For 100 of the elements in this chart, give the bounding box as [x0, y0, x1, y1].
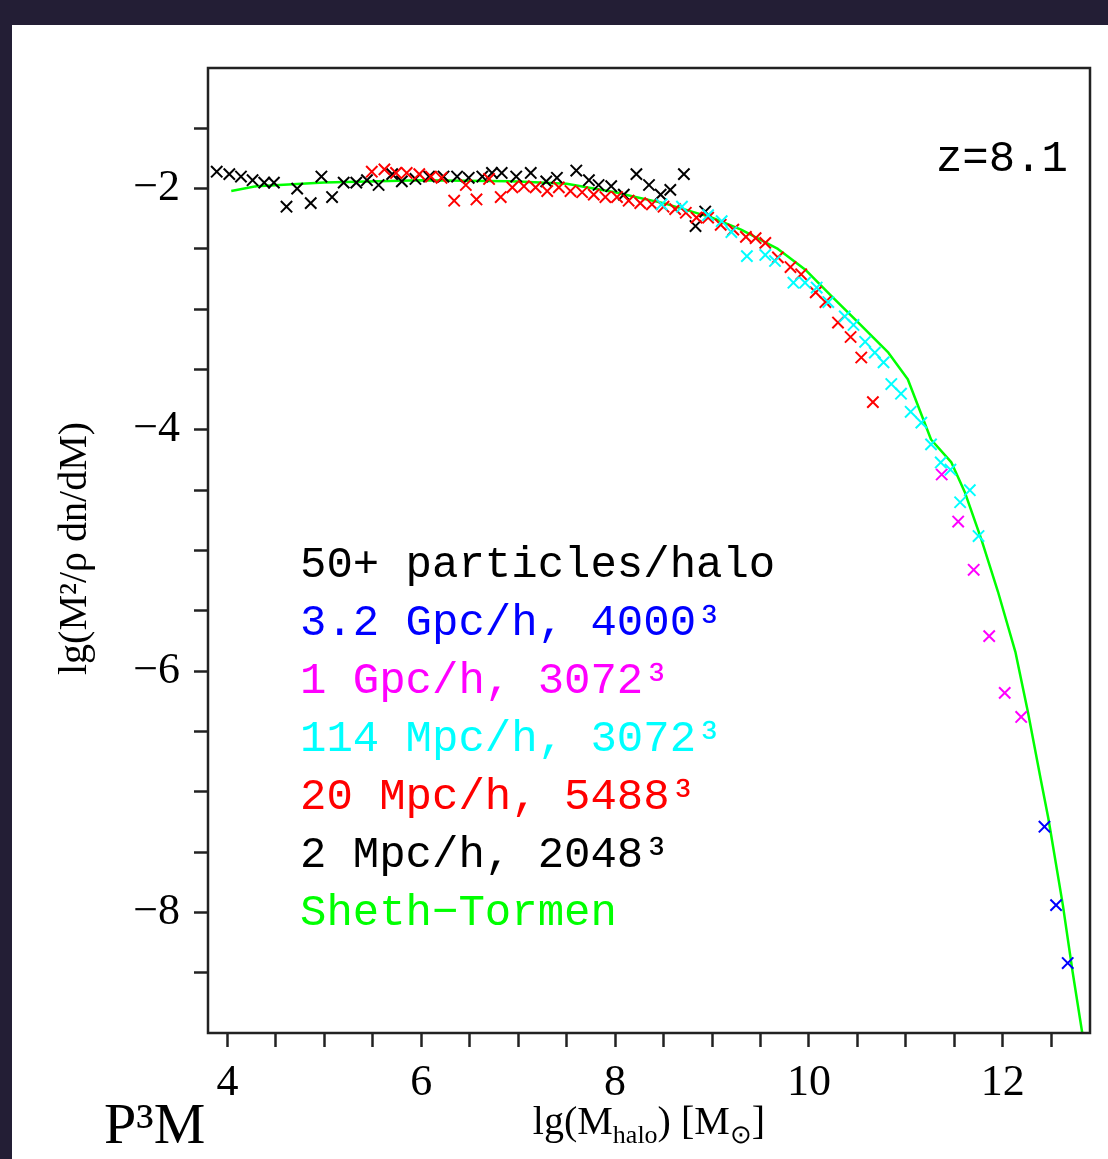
- y-tick-label: −6: [133, 643, 180, 693]
- point: [843, 330, 858, 344]
- point: [552, 180, 566, 195]
- point: [222, 167, 236, 181]
- point: [524, 166, 538, 180]
- point: [528, 180, 543, 195]
- point: [349, 175, 363, 190]
- y-axis-title: lg(M²/ρ dn/dM): [48, 420, 96, 678]
- point: [400, 166, 414, 180]
- point: [642, 178, 656, 192]
- point: [587, 188, 601, 202]
- point: [485, 166, 499, 180]
- point: [462, 171, 476, 185]
- point: [953, 495, 967, 509]
- point: [838, 309, 852, 324]
- point: [563, 184, 578, 198]
- point: [982, 629, 996, 643]
- point: [904, 405, 918, 419]
- point: [758, 248, 772, 262]
- point: [679, 206, 693, 220]
- point: [267, 175, 281, 190]
- point: [894, 387, 908, 401]
- point: [677, 167, 691, 181]
- point: [963, 483, 977, 497]
- point: [604, 179, 618, 193]
- text: 114 Mpc/h, 3072³: [300, 714, 723, 764]
- x-tick-label: 4: [216, 1055, 239, 1105]
- point: [935, 467, 949, 482]
- point: [598, 190, 613, 204]
- y-tick-label: −8: [133, 884, 180, 934]
- point: [715, 214, 729, 228]
- point: [408, 172, 423, 186]
- point: [645, 197, 659, 211]
- point: [447, 194, 461, 208]
- point: [371, 178, 386, 192]
- point: [866, 395, 880, 409]
- y-tick-label: −4: [133, 402, 180, 452]
- point: [234, 169, 248, 184]
- point: [758, 236, 772, 250]
- point: [783, 260, 798, 274]
- point: [395, 174, 409, 189]
- point: [539, 174, 553, 189]
- text: 3.2 Gpc/h, 4000³: [300, 598, 723, 648]
- text: 20 Mpc/h, 5488³: [300, 772, 697, 822]
- point: [495, 166, 509, 180]
- text: 1 Gpc/h, 3072³: [300, 656, 670, 706]
- point: [304, 196, 318, 210]
- point: [1037, 820, 1052, 834]
- point: [951, 514, 965, 529]
- point: [325, 190, 339, 204]
- point: [714, 218, 728, 232]
- point: [810, 280, 824, 295]
- point: [365, 165, 379, 179]
- point: [998, 686, 1012, 700]
- point: [943, 463, 958, 477]
- point: [858, 335, 872, 349]
- point: [971, 529, 986, 543]
- point: [385, 167, 399, 181]
- point: [1014, 710, 1028, 724]
- point: [314, 169, 329, 184]
- point: [846, 318, 861, 332]
- point: [610, 190, 624, 204]
- point: [668, 202, 682, 216]
- point: [582, 173, 596, 187]
- point: [688, 219, 703, 233]
- point: [257, 175, 271, 190]
- point: [245, 173, 260, 187]
- point: [475, 169, 489, 184]
- point: [389, 166, 403, 180]
- text: P³M: [104, 1091, 206, 1156]
- point: [1049, 898, 1063, 912]
- text: Sheth−Tormen: [300, 888, 617, 938]
- y-tick-label: −2: [133, 161, 180, 211]
- point: [591, 178, 606, 192]
- annotation: z=8.1: [935, 134, 1068, 184]
- point: [914, 415, 929, 430]
- point: [1061, 956, 1075, 970]
- point: [809, 285, 823, 300]
- point: [469, 192, 484, 207]
- point: [377, 162, 392, 176]
- point: [934, 455, 948, 470]
- point: [771, 250, 785, 265]
- x-tick-label: 10: [786, 1055, 831, 1105]
- point: [794, 267, 808, 281]
- point: [337, 175, 351, 190]
- point: [569, 163, 583, 178]
- point: [739, 230, 753, 244]
- point: [360, 173, 374, 187]
- point: [689, 210, 704, 225]
- x-tick-label: 6: [410, 1055, 433, 1105]
- point: [509, 169, 523, 184]
- point: [617, 188, 631, 202]
- legend-title: 50+ particles/halo: [300, 540, 776, 590]
- point: [876, 355, 891, 369]
- point: [575, 185, 589, 199]
- point: [740, 249, 754, 263]
- point: [482, 172, 496, 186]
- point: [967, 563, 981, 577]
- point: [798, 276, 812, 290]
- point: [854, 350, 868, 365]
